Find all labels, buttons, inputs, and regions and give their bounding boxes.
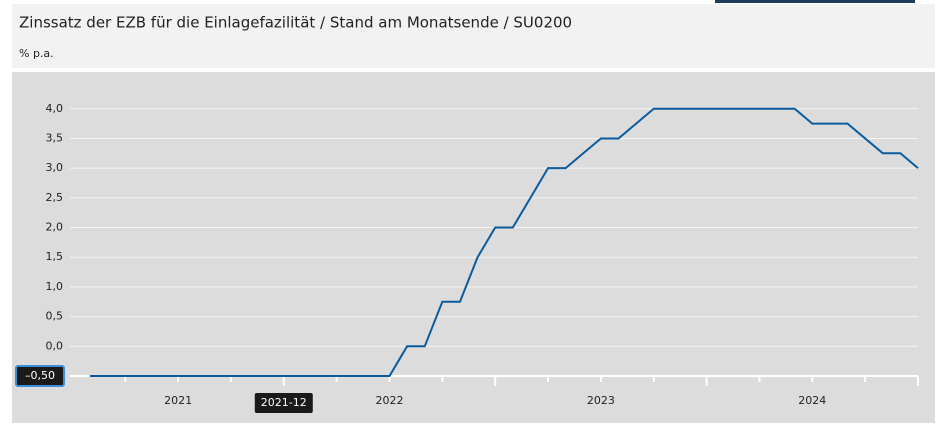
tooltip-y-label: –0,50 [25,369,55,382]
y-tick-label: 2,0 [46,221,64,234]
x-tick-label: 2023 [587,394,615,407]
tooltip-y-box [15,365,65,387]
y-tick-label: 0,5 [46,310,64,323]
y-axis-label: % p.a. [19,47,54,60]
line [90,107,919,377]
tooltip-x-label: 2021-12 [261,396,307,409]
y-tick-label: 3,0 [46,161,64,174]
chart-title: Zinssatz der EZB für die Einlagefazilitä… [19,14,572,32]
y-tick-label: 1,5 [46,250,64,263]
x-tick-label: 2022 [375,394,403,407]
y-tick-label: 0,0 [46,339,64,352]
x-tick-label: 2024 [798,394,826,407]
y-tick-label: 2,5 [46,191,64,204]
y-tick-label: 3,5 [46,131,64,144]
x-tick-label: 2021 [164,394,192,407]
plot-area [12,72,935,423]
header [12,4,935,68]
tooltip-x-box [254,393,313,413]
y-tick-label: 1,0 [46,280,64,293]
top-bar [715,0,915,3]
y-tick-label: 4,0 [46,102,64,115]
